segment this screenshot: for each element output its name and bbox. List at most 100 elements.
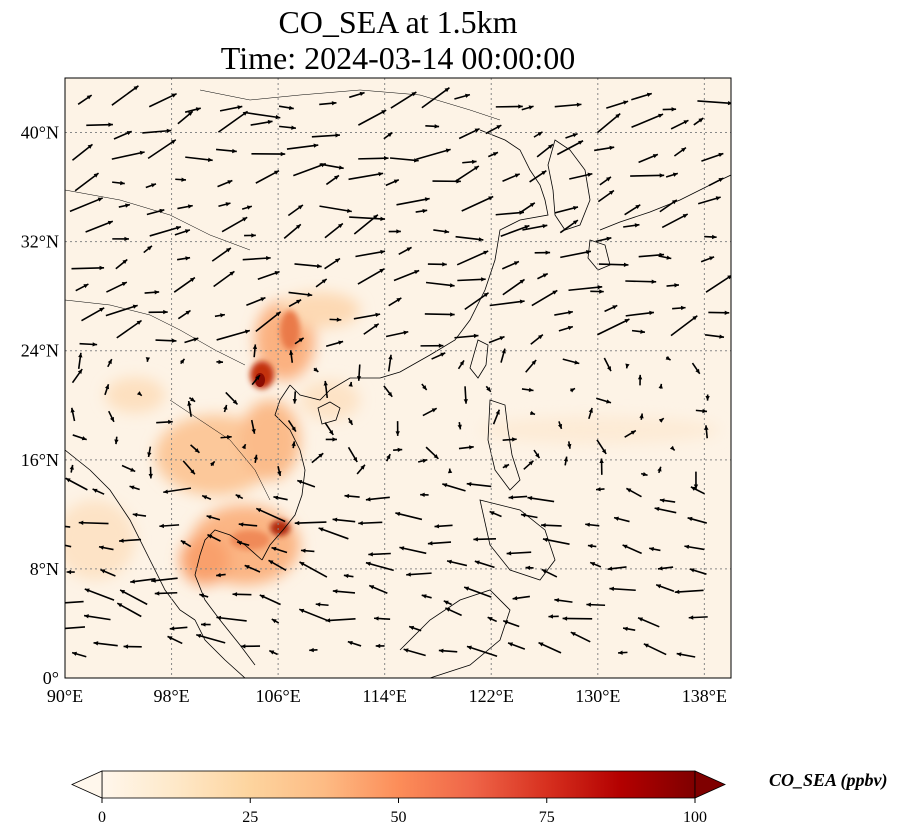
wind-arrow-head bbox=[599, 289, 604, 294]
wind-arrow-shaft bbox=[293, 162, 327, 177]
wind-arrow-head bbox=[169, 626, 175, 631]
wind-arrow-head bbox=[508, 642, 514, 647]
wind-arrow-head bbox=[244, 329, 250, 334]
wind-arrow-head bbox=[698, 118, 704, 123]
wind-arrow-head bbox=[563, 456, 569, 462]
wind-arrow-head bbox=[78, 352, 83, 358]
wind-arrow-head bbox=[381, 110, 387, 115]
wind-arrow-head bbox=[321, 279, 327, 284]
longitude-tick-labels: 90°E 98°E 106°E 114°E 122°E 130°E 138°E bbox=[47, 686, 727, 706]
wind-arrow-head bbox=[524, 225, 530, 230]
wind-arrow-head bbox=[433, 454, 439, 459]
wind-arrow-head bbox=[572, 220, 578, 225]
wind-arrow-shaft bbox=[196, 633, 226, 644]
wind-arrow-shaft bbox=[221, 216, 248, 233]
wind-arrow-head bbox=[442, 262, 447, 267]
wind-arrow-shaft bbox=[294, 521, 327, 525]
wind-arrow-head bbox=[69, 464, 74, 470]
wind-arrow-head bbox=[466, 482, 472, 487]
wind-arrow-head bbox=[487, 617, 493, 622]
wind-arrow-head bbox=[531, 359, 537, 365]
wind-arrow-head bbox=[406, 572, 411, 577]
wind-arrow-head bbox=[445, 148, 451, 153]
wind-arrow-head bbox=[151, 578, 156, 583]
wind-arrow-head bbox=[238, 522, 244, 527]
coastline-taiwan bbox=[469, 339, 489, 379]
wind-arrow-head bbox=[225, 247, 231, 253]
wind-arrow-head bbox=[718, 178, 724, 183]
wind-arrow-head bbox=[132, 512, 138, 518]
wind-arrow-head bbox=[403, 648, 409, 653]
wind-arrow-head bbox=[383, 156, 389, 161]
wind-arrow-head bbox=[296, 299, 302, 304]
wind-arrow-shaft bbox=[661, 213, 689, 229]
wind-arrow-head bbox=[295, 224, 301, 229]
wind-arrow-head bbox=[449, 283, 455, 288]
wind-arrow-head bbox=[241, 444, 246, 450]
wind-arrow-head bbox=[316, 263, 322, 269]
wind-arrow-head bbox=[586, 250, 591, 255]
wind-arrow-head bbox=[223, 404, 228, 410]
wind-arrow-head bbox=[541, 523, 546, 528]
wind-arrow-head bbox=[671, 107, 677, 112]
wind-arrow-head bbox=[77, 369, 83, 374]
wind-arrow-head bbox=[688, 615, 694, 620]
wind-arrow-head bbox=[83, 284, 89, 289]
wind-arrow-head bbox=[518, 104, 523, 109]
border-line bbox=[65, 189, 251, 251]
wind-arrow-shaft bbox=[163, 487, 192, 494]
wind-arrow-head bbox=[309, 647, 314, 653]
wind-arrow-head bbox=[335, 133, 340, 138]
wind-arrow-head bbox=[447, 559, 452, 565]
wind-arrow-head bbox=[237, 540, 242, 546]
wind-arrow-head bbox=[442, 483, 448, 488]
wind-arrow-head bbox=[84, 588, 90, 593]
wind-arrow-head bbox=[171, 338, 177, 343]
wind-arrow-head bbox=[139, 150, 145, 156]
wind-arrow-head bbox=[525, 565, 531, 570]
wind-arrow-shaft bbox=[286, 144, 319, 150]
wind-arrow-head bbox=[702, 408, 707, 414]
wind-arrow-head bbox=[240, 644, 246, 649]
wind-arrow-head bbox=[693, 484, 699, 490]
wind-arrow-head bbox=[421, 594, 427, 599]
wind-arrow-head bbox=[440, 352, 446, 357]
wind-arrow-head bbox=[606, 366, 611, 372]
wind-arrow-shaft bbox=[255, 311, 282, 333]
wind-arrow-head bbox=[669, 445, 675, 451]
wind-arrow-head bbox=[167, 636, 173, 641]
coastline-malay bbox=[194, 619, 246, 678]
wind-arrow-head bbox=[218, 359, 224, 365]
wind-arrow-head bbox=[163, 309, 168, 315]
wind-arrow-head bbox=[237, 105, 243, 110]
wind-arrow-head bbox=[291, 125, 296, 130]
wind-arrow-head bbox=[120, 589, 126, 595]
wind-arrow-head bbox=[590, 562, 596, 567]
wind-arrow-head bbox=[294, 520, 300, 526]
wind-arrow-shaft bbox=[395, 512, 423, 521]
wind-arrow-head bbox=[277, 471, 282, 476]
wind-arrow-shaft bbox=[705, 274, 731, 293]
wind-arrow-head bbox=[206, 515, 212, 520]
coastline-hainan bbox=[317, 401, 341, 425]
lon-tick-label: 114°E bbox=[362, 686, 407, 706]
wind-arrow-head bbox=[185, 256, 191, 261]
colorbar: 0 25 50 75 100 bbox=[71, 770, 726, 826]
wind-arrow-head bbox=[359, 91, 365, 97]
wind-arrow-shaft bbox=[348, 172, 384, 181]
wind-arrow-shaft bbox=[325, 618, 356, 622]
wind-arrow-head bbox=[622, 544, 628, 549]
wind-arrow-head bbox=[388, 354, 393, 360]
wind-arrow-head bbox=[199, 593, 205, 598]
wind-arrow-head bbox=[280, 151, 286, 157]
wind-arrow-head bbox=[683, 120, 689, 125]
wind-arrow-head bbox=[606, 399, 612, 404]
wind-arrow-head bbox=[488, 196, 494, 201]
wind-arrow-head bbox=[56, 627, 61, 631]
hotspot bbox=[230, 530, 270, 550]
coastline-china bbox=[289, 129, 549, 401]
wind-arrow-head bbox=[123, 644, 129, 649]
colorbar-ticks: 0 25 50 75 100 bbox=[98, 798, 707, 826]
wind-arrow-head bbox=[492, 152, 498, 157]
